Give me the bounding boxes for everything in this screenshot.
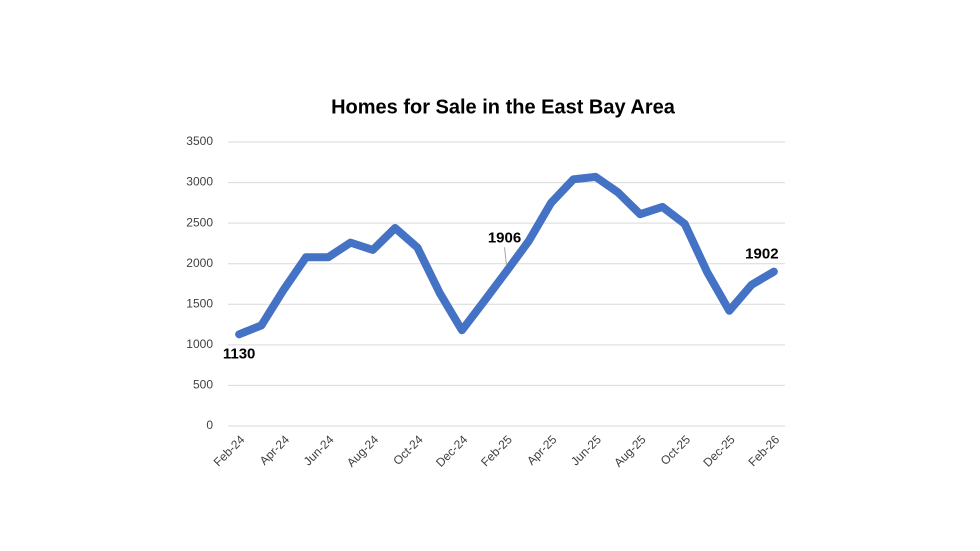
x-tick-label: Feb-24	[211, 432, 248, 469]
value-label: 1130	[223, 345, 256, 362]
x-tick-label: Dec-24	[433, 432, 470, 469]
x-tick-label: Aug-24	[344, 432, 381, 469]
y-tick-label: 3500	[186, 134, 213, 148]
y-tick-label: 1500	[186, 296, 213, 310]
y-tick-label: 0	[206, 418, 213, 432]
x-tick-label: Apr-25	[524, 432, 560, 468]
data-line	[235, 172, 778, 339]
value-label: 1906	[488, 229, 521, 246]
x-tick-label: Oct-25	[658, 432, 694, 468]
x-tick-label: Dec-25	[700, 432, 737, 469]
x-tick-label: Oct-24	[390, 432, 426, 468]
leader-line	[504, 247, 507, 266]
x-tick-label: Apr-24	[257, 432, 293, 468]
x-tick-label: Feb-25	[478, 432, 515, 469]
x-tick-label: Jun-24	[301, 432, 337, 468]
y-tick-label: 2500	[186, 215, 213, 229]
x-tick-label: Jun-25	[568, 432, 604, 468]
x-tick-label: Aug-25	[611, 432, 648, 469]
y-tick-label: 1000	[186, 337, 213, 351]
chart-title: Homes for Sale in the East Bay Area	[331, 96, 676, 118]
x-tick-label: Feb-26	[745, 432, 782, 469]
y-tick-label: 500	[193, 378, 213, 392]
y-tick-label: 2000	[186, 256, 213, 270]
y-tick-label: 3000	[186, 175, 213, 189]
value-label: 1902	[745, 246, 778, 263]
